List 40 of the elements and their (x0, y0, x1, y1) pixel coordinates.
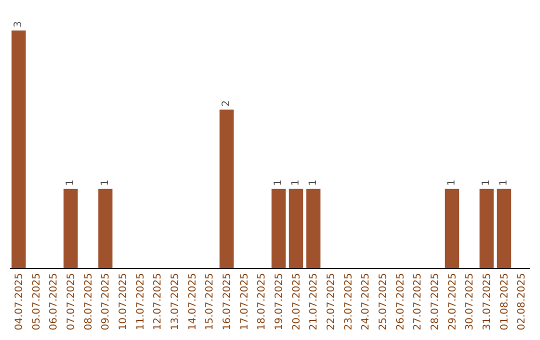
x-tick-label: 20.07.2025 (291, 273, 302, 330)
data-label: 1 (65, 179, 76, 186)
x-tick-label: 28.07.2025 (430, 273, 441, 330)
x-tick-label: 25.07.2025 (378, 273, 389, 330)
x-tick-label: 01.08.2025 (499, 273, 510, 330)
x-tick-label: 19.07.2025 (274, 273, 285, 330)
x-tick-label: 26.07.2025 (395, 273, 406, 330)
x-tick-label: 17.07.2025 (239, 273, 250, 330)
x-tick-label: 30.07.2025 (464, 273, 476, 330)
data-label: 2 (221, 100, 232, 107)
x-tick-label: 14.07.2025 (187, 273, 198, 330)
data-label: 1 (100, 179, 111, 186)
data-label: 1 (273, 179, 284, 186)
x-tick-label: 02.08.2025 (516, 273, 528, 330)
x-tick-label: 12.07.2025 (152, 273, 164, 330)
data-label: 1 (481, 179, 492, 186)
data-label: 1 (308, 179, 319, 186)
data-label: 1 (290, 179, 302, 186)
x-tick-label: 18.07.2025 (256, 273, 268, 330)
x-tick-label: 22.07.2025 (326, 273, 337, 330)
data-label: 1 (446, 179, 458, 186)
x-tick-label: 16.07.2025 (222, 273, 233, 330)
x-tick-label: 24.07.2025 (360, 273, 372, 330)
x-tick-label: 13.07.2025 (170, 273, 181, 330)
x-tick-label: 15.07.2025 (204, 273, 216, 330)
x-tick-label: 27.07.2025 (412, 273, 424, 330)
x-tick-label: 29.07.2025 (447, 273, 458, 330)
data-label: 1 (498, 179, 510, 186)
x-tick-label: 23.07.2025 (343, 273, 354, 330)
x-tick-label: 10.07.2025 (118, 273, 129, 330)
x-tick-label: 21.07.2025 (308, 273, 320, 330)
x-tick-label: 11.07.2025 (135, 273, 146, 330)
x-tick-label: 06.07.2025 (48, 273, 60, 330)
x-tick-label: 07.07.2025 (66, 273, 77, 330)
x-tick-label: 09.07.2025 (100, 273, 112, 330)
x-tick-label: 05.07.2025 (31, 273, 42, 330)
x-tick-label: 04.07.2025 (14, 273, 25, 330)
x-tick-label: 08.07.2025 (83, 273, 94, 330)
data-label: 3 (13, 21, 24, 28)
x-tick-label: 31.07.2025 (482, 273, 493, 330)
